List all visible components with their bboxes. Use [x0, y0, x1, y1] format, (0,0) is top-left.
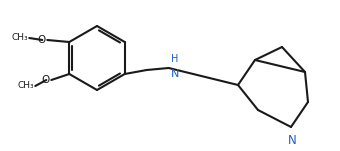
- Text: CH₃: CH₃: [18, 82, 34, 90]
- Text: O: O: [41, 75, 49, 85]
- Text: CH₃: CH₃: [12, 34, 28, 42]
- Text: N: N: [171, 69, 179, 79]
- Text: H: H: [171, 54, 178, 64]
- Text: N: N: [288, 134, 296, 147]
- Text: O: O: [37, 35, 45, 45]
